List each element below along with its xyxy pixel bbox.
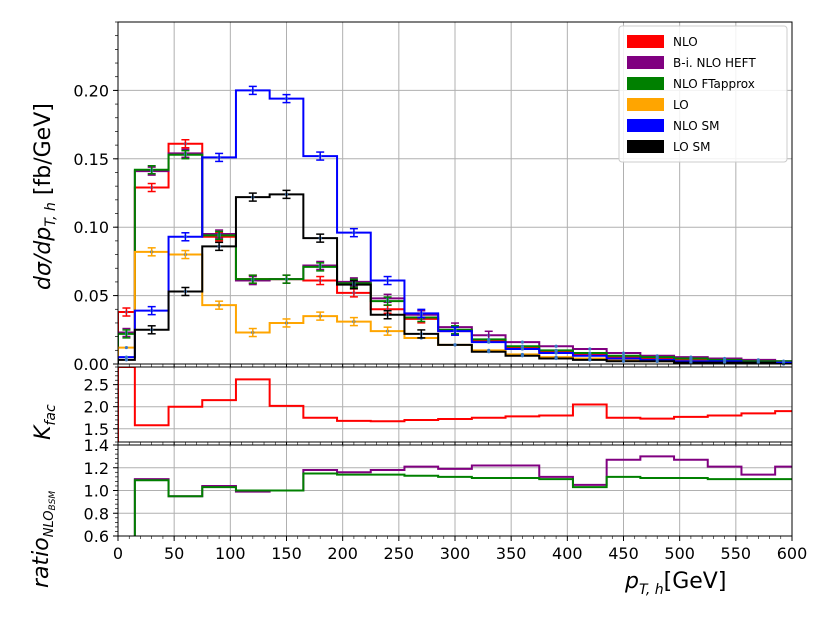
- main-point-5-0: [124, 358, 129, 362]
- legend-label-3: LO: [673, 98, 689, 112]
- legend-label-4: NLO SM: [673, 119, 719, 133]
- x-tick-label-1: 50: [164, 544, 184, 563]
- kfactor-ytick-label-1: 2.0: [84, 398, 109, 417]
- kfactor-ytick-label-2: 2.5: [84, 376, 109, 395]
- main-point-4-15: [621, 356, 626, 361]
- main-point-2-14: [588, 351, 592, 355]
- x-axis-label: pT, h[GeV]: [624, 569, 726, 598]
- main-point-2-12: [520, 344, 525, 348]
- main-point-2-17: [689, 356, 693, 361]
- main-point-5-19: [756, 361, 760, 365]
- main-point-1-15: [621, 351, 626, 355]
- main-point-4-11: [487, 340, 491, 344]
- main-point-2-15: [621, 354, 626, 358]
- x-tick-label-3: 150: [271, 544, 302, 563]
- main-point-5-16: [655, 359, 659, 363]
- x-tick-label-0: 0: [113, 544, 123, 563]
- legend-label-0: NLO: [673, 35, 698, 49]
- legend-swatch-5: [627, 140, 664, 153]
- main-ylabel: dσ/dpT, h [fb/GeV]: [31, 103, 59, 290]
- main-ytick-label-2: 0.10: [73, 218, 109, 237]
- main-point-1-13: [554, 344, 558, 348]
- main-point-5-11: [487, 350, 491, 354]
- ratio-ytick-label-1: 0.8: [84, 504, 109, 523]
- x-tick-label-11: 550: [721, 544, 752, 563]
- main-point-2-13: [554, 348, 558, 352]
- main-point-1-14: [588, 347, 592, 351]
- main-ytick-label-1: 0.05: [73, 287, 109, 306]
- kfactor-ylabel: Kfac: [31, 404, 59, 440]
- main-point-5-14: [588, 358, 592, 362]
- ratio-series-1: [118, 472, 792, 536]
- main-point-1-12: [520, 340, 525, 344]
- x-tick-label-6: 300: [440, 544, 471, 563]
- x-tick-label-12: 600: [777, 544, 808, 563]
- ratio-ytick-label-0: 0.6: [84, 527, 109, 546]
- x-tick-label-2: 100: [215, 544, 246, 563]
- legend-label-2: NLO FTapprox: [673, 77, 755, 91]
- legend: NLO B-i. NLO HEFT NLO FTapprox LO NLO SM LO S…: [618, 25, 788, 163]
- x-tick-label-9: 450: [608, 544, 639, 563]
- main-series-4: [118, 89, 792, 364]
- legend-swatch-0: [627, 35, 664, 48]
- ratio-ytick-label-3: 1.2: [84, 459, 109, 478]
- main-point-2-11: [487, 337, 491, 341]
- kfactor-series-0: [118, 367, 792, 442]
- main-point-3-0: [124, 345, 129, 350]
- main-point-5-13: [554, 356, 558, 361]
- ratio-ytick-label-4: 1.4: [84, 436, 109, 455]
- legend-swatch-2: [627, 77, 664, 90]
- main-point-5-17: [689, 361, 693, 365]
- main-point-5-10: [453, 343, 457, 347]
- main-point-5-15: [621, 359, 626, 363]
- x-tick-label-4: 200: [327, 544, 358, 563]
- ratio-panel: 0.6 0.8 1.0 1.2 1.4 0 50 100 150 200 250 300 350 400 4…: [84, 436, 808, 563]
- x-tick-label-10: 500: [664, 544, 695, 563]
- ratio-ytick-label-2: 1.0: [84, 482, 109, 501]
- main-point-5-18: [723, 361, 727, 365]
- main-point-5-12: [520, 354, 525, 358]
- main-ytick-label-4: 0.20: [73, 81, 109, 100]
- main-point-2-16: [655, 355, 659, 359]
- x-tick-label-8: 400: [552, 544, 583, 563]
- main-point-4-14: [588, 354, 592, 358]
- main-point-4-12: [520, 347, 525, 351]
- kfactor-panel: 1.5 2.0 2.5: [84, 366, 793, 447]
- main-point-4-0: [124, 355, 129, 359]
- x-tick-label-7: 350: [496, 544, 527, 563]
- kfactor-ytick-label-0: 1.5: [84, 420, 109, 439]
- main-point-4-13: [554, 351, 558, 355]
- ratio-ylabel: ratioNLOBSM: [29, 491, 58, 588]
- legend-label-1: B-i. NLO HEFT: [673, 56, 756, 70]
- main-ytick-label-0: 0.00: [73, 355, 109, 374]
- x-tick-label-5: 250: [384, 544, 415, 563]
- legend-swatch-1: [627, 56, 664, 69]
- legend-swatch-3: [627, 98, 664, 111]
- main-ytick-label-3: 0.15: [73, 150, 109, 169]
- legend-swatch-4: [627, 119, 664, 132]
- legend-label-5: LO SM: [673, 140, 711, 154]
